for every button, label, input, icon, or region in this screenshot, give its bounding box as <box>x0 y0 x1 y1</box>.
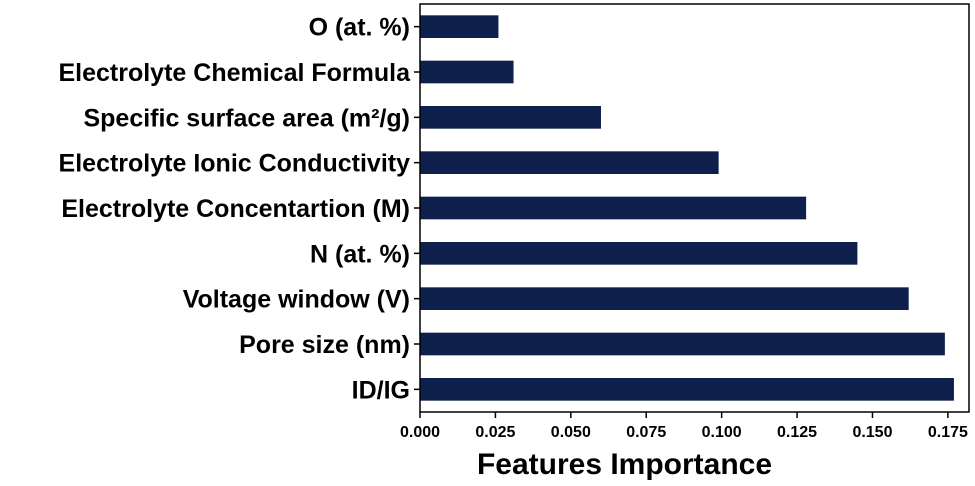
x-tick-label: 0.025 <box>475 424 515 441</box>
category-labels-group: O (at. %) Electrolyte Chemical Formula Spe… <box>58 14 420 404</box>
bars-group <box>420 15 954 401</box>
x-tick-label: 0.125 <box>777 424 817 441</box>
x-tick-label: 0.000 <box>400 424 440 441</box>
x-ticks-group: 0.000 0.025 0.050 0.075 0.100 0.125 0.150 0.175 <box>400 412 968 441</box>
category-label-electrolyte-chemical-formula: Electrolyte Chemical Formula <box>58 59 411 87</box>
x-tick-label: 0.050 <box>551 424 591 441</box>
category-label-voltage-window-v: Voltage window (V) <box>183 286 410 314</box>
bar-electrolyte-chemical-formula <box>420 60 514 84</box>
x-axis-title: Features Importance <box>477 448 772 481</box>
x-tick-label: 0.150 <box>852 424 892 441</box>
bar-electrolyte-ionic-conductivity <box>420 151 719 174</box>
bar-electrolyte-concentartion-m <box>420 196 807 220</box>
bar-o-at <box>420 15 499 39</box>
category-label-id-ig: ID/IG <box>352 376 410 404</box>
category-label-o-at: O (at. %) <box>309 14 410 42</box>
bar-n-at <box>420 242 858 265</box>
bar-id-ig <box>420 378 954 401</box>
bar-voltage-window-v <box>420 287 909 310</box>
category-label-electrolyte-ionic-conductivity: Electrolyte Ionic Conductivity <box>59 150 411 178</box>
bar-pore-size-nm <box>420 332 945 356</box>
category-label-specific-surface-area-m-g: Specific surface area (m²/g) <box>83 104 410 132</box>
x-tick-label: 0.075 <box>626 424 666 441</box>
category-label-pore-size-nm: Pore size (nm) <box>239 331 410 359</box>
category-label-electrolyte-concentartion-m: Electrolyte Concentartion (M) <box>61 195 410 223</box>
x-tick-label: 0.175 <box>928 424 968 441</box>
x-tick-label: 0.100 <box>702 424 742 441</box>
category-label-n-at: N (at. %) <box>310 240 410 268</box>
bar-specific-surface-area-m-g <box>420 106 601 129</box>
